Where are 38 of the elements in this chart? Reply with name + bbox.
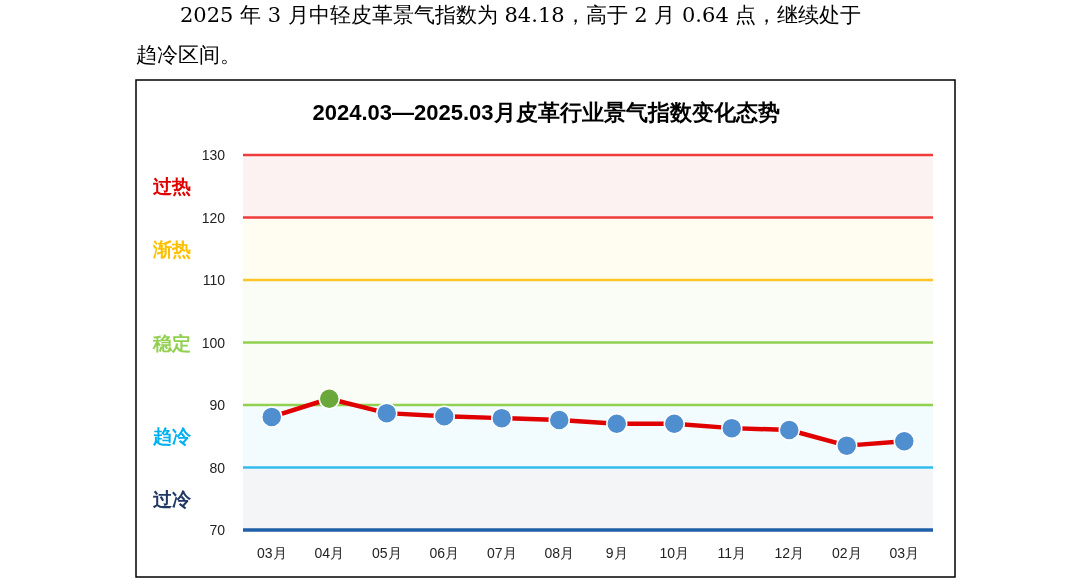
point [721, 417, 743, 439]
y-tick-label: 90 [209, 397, 226, 413]
x-tick-label: 03月 [889, 545, 920, 561]
point [491, 407, 513, 429]
point [318, 388, 340, 410]
x-tick-label: 12月 [774, 545, 805, 561]
band-label: 渐热 [152, 237, 191, 260]
point [433, 405, 455, 427]
x-tick-label: 04月 [314, 545, 345, 561]
x-tick-label: 9月 [605, 545, 628, 561]
band-label: 趋冷 [152, 425, 192, 448]
point [893, 430, 915, 452]
band-label: 过热 [152, 175, 191, 198]
point [606, 413, 628, 435]
band-label: 过冷 [152, 487, 192, 510]
point [548, 409, 570, 431]
x-tick-label: 11月 [717, 545, 747, 561]
chart-title: 2024.03—2025.03月皮革行业景气指数变化态势 [312, 100, 780, 125]
band-label: 稳定 [152, 331, 191, 354]
x-tick-label: 05月 [371, 545, 402, 561]
y-tick-label: 100 [201, 334, 226, 351]
x-tick-label: 02月 [831, 545, 862, 561]
x-tick-label: 08月 [544, 545, 575, 561]
y-tick-label: 130 [201, 147, 226, 163]
y-tick-label: 120 [201, 209, 226, 226]
y-tick-label: 70 [209, 522, 226, 538]
point [663, 413, 685, 435]
y-tick-label: 80 [209, 459, 226, 476]
x-tick-label: 06月 [429, 545, 460, 561]
x-tick-label: 07月 [486, 545, 517, 561]
point [836, 434, 858, 457]
point [261, 406, 283, 428]
y-tick-label: 110 [202, 272, 226, 288]
text: 2025 年 3 月中轻皮革景气指数为 84.18，高于 2 月 0.64 点，继续处于趋冷区间。 [136, 3, 862, 67]
point [778, 419, 800, 441]
point [376, 402, 398, 424]
x-tick-label: 03月 [256, 545, 287, 561]
x-tick-label: 10月 [659, 545, 690, 561]
